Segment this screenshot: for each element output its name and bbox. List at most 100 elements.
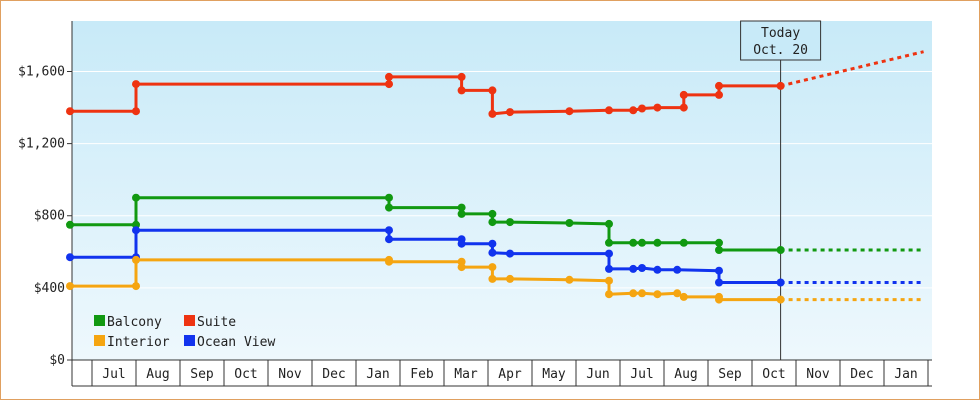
data-point: [629, 238, 638, 247]
legend-item-ocean-view: Ocean View: [184, 335, 275, 350]
data-point: [385, 80, 393, 89]
month-label: Oct: [234, 367, 257, 382]
data-point: [385, 257, 393, 266]
data-point: [629, 289, 638, 298]
data-point: [638, 264, 646, 272]
data-point: [66, 253, 74, 262]
month-label: Jan: [894, 367, 917, 382]
data-point: [385, 193, 393, 202]
y-tick-label: $0: [49, 353, 65, 368]
month-label: Sep: [190, 367, 214, 382]
data-point: [488, 239, 497, 248]
y-tick-label: $1,600: [18, 64, 65, 79]
data-point: [605, 106, 613, 115]
data-point: [132, 80, 140, 89]
series-balcony: [66, 193, 924, 254]
month-label: Dec: [322, 367, 345, 382]
month-label: Aug: [674, 367, 697, 382]
data-point: [66, 220, 74, 229]
data-point: [673, 265, 682, 274]
data-point: [653, 290, 662, 299]
data-point: [457, 203, 466, 212]
legend-label: Ocean View: [197, 335, 275, 350]
y-tick-label: $800: [34, 209, 65, 224]
data-point: [488, 209, 497, 218]
month-label: Mar: [454, 367, 478, 382]
data-point: [638, 238, 646, 247]
projection-line-suite: [780, 50, 924, 88]
legend-item-interior: Interior: [94, 335, 170, 350]
data-point: [457, 239, 466, 248]
y-tick-label: $1,200: [18, 137, 65, 152]
grid-lines: [72, 70, 932, 289]
month-label: Jan: [366, 367, 389, 382]
data-point: [629, 106, 638, 115]
legend-swatch: [94, 335, 105, 346]
data-point: [565, 107, 574, 116]
today-date: Oct. 20: [753, 43, 808, 58]
month-label: Nov: [806, 367, 830, 382]
data-point: [66, 282, 74, 291]
data-point: [506, 249, 514, 258]
data-point: [679, 103, 688, 112]
data-point: [488, 248, 497, 257]
plot-area: [72, 21, 932, 360]
data-point: [132, 255, 140, 264]
series-ocean-view: [66, 226, 924, 287]
month-label: Aug: [146, 367, 169, 382]
data-point: [385, 72, 393, 81]
legend-swatch: [94, 315, 105, 326]
data-point: [132, 107, 140, 116]
data-point: [506, 218, 514, 227]
data-point: [715, 278, 723, 287]
month-label: Sep: [718, 367, 742, 382]
x-axis: Jul Aug Sep Oct Nov Dec Jan Feb Mar Apr May Jun Jul A…: [72, 359, 932, 387]
data-point: [457, 72, 466, 81]
data-point: [605, 290, 613, 299]
data-point: [653, 238, 662, 247]
legend-label: Balcony: [107, 315, 162, 330]
month-label: Apr: [498, 367, 522, 382]
legend-label: Suite: [197, 315, 236, 330]
data-point: [679, 292, 688, 301]
data-point: [653, 103, 662, 112]
data-point: [488, 218, 497, 227]
y-axis: $0 $400 $800 $1,200 $1,600: [18, 21, 73, 386]
data-point: [605, 276, 613, 285]
data-point: [66, 107, 74, 116]
data-point: [457, 263, 466, 272]
today-marker: Today Oct. 20: [740, 20, 822, 360]
data-point: [488, 263, 497, 272]
data-point: [776, 81, 785, 90]
data-point: [605, 238, 613, 247]
data-point: [715, 295, 723, 304]
data-point: [488, 86, 497, 95]
data-point: [565, 219, 574, 227]
month-label: Nov: [278, 367, 302, 382]
data-point: [132, 226, 140, 235]
data-point: [506, 108, 514, 117]
data-point: [679, 238, 688, 247]
data-point: [385, 203, 393, 212]
today-box: [740, 20, 822, 61]
data-point: [776, 278, 785, 287]
data-point: [776, 295, 785, 304]
data-point: [565, 275, 574, 284]
data-point: [638, 104, 646, 113]
legend-swatch: [184, 335, 195, 346]
data-point: [638, 289, 646, 298]
legend-label: Interior: [107, 335, 170, 350]
month-label: Dec: [850, 367, 873, 382]
legend-swatch: [184, 315, 195, 326]
month-label: Jun: [586, 367, 609, 382]
data-point: [679, 90, 688, 99]
data-point: [629, 264, 638, 273]
month-label: Oct: [762, 367, 785, 382]
data-point: [506, 274, 514, 283]
legend: Balcony Suite Interior Ocean View: [94, 315, 275, 350]
data-point: [457, 209, 466, 218]
month-label: May: [542, 367, 566, 382]
y-tick-label: $400: [34, 281, 65, 296]
data-point: [673, 289, 682, 298]
data-point: [488, 109, 497, 118]
